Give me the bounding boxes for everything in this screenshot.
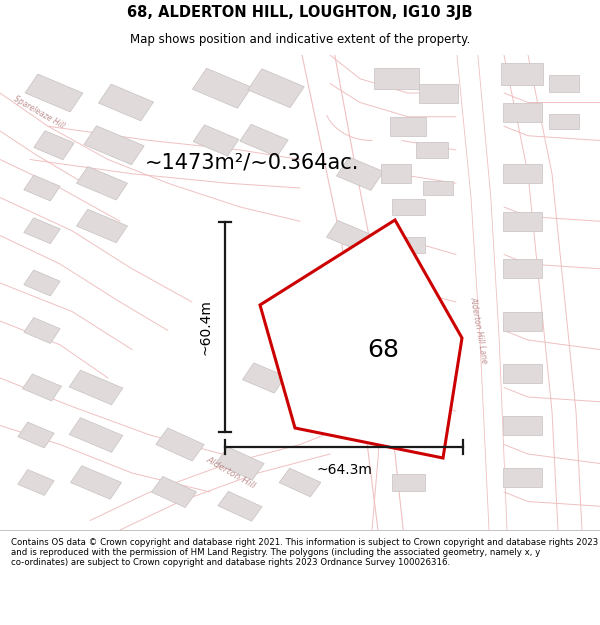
Polygon shape xyxy=(77,209,127,242)
Polygon shape xyxy=(392,199,425,215)
Text: ~60.4m: ~60.4m xyxy=(199,299,213,355)
Polygon shape xyxy=(24,175,60,201)
Polygon shape xyxy=(218,491,262,521)
Polygon shape xyxy=(84,126,144,165)
Text: Contains OS data © Crown copyright and database right 2021. This information is : Contains OS data © Crown copyright and d… xyxy=(11,538,598,568)
Polygon shape xyxy=(18,469,54,496)
Polygon shape xyxy=(381,164,411,183)
Polygon shape xyxy=(98,84,154,121)
Polygon shape xyxy=(240,124,288,157)
Polygon shape xyxy=(156,428,204,461)
Polygon shape xyxy=(392,332,425,348)
Polygon shape xyxy=(392,237,425,253)
Polygon shape xyxy=(392,284,425,301)
Polygon shape xyxy=(77,166,127,200)
Polygon shape xyxy=(392,427,425,443)
Polygon shape xyxy=(69,370,123,405)
Polygon shape xyxy=(503,212,542,231)
Polygon shape xyxy=(216,447,264,480)
Polygon shape xyxy=(34,131,74,160)
Polygon shape xyxy=(337,157,383,191)
Polygon shape xyxy=(503,311,542,331)
Polygon shape xyxy=(415,142,448,158)
Polygon shape xyxy=(260,220,462,458)
Polygon shape xyxy=(501,63,543,84)
Polygon shape xyxy=(423,181,453,195)
Polygon shape xyxy=(549,75,579,92)
Polygon shape xyxy=(503,364,542,382)
Polygon shape xyxy=(18,422,54,448)
Polygon shape xyxy=(419,84,458,102)
Polygon shape xyxy=(549,114,579,129)
Polygon shape xyxy=(503,259,542,278)
Polygon shape xyxy=(326,221,370,251)
Polygon shape xyxy=(24,270,60,296)
Polygon shape xyxy=(503,416,542,435)
Polygon shape xyxy=(71,466,121,499)
Polygon shape xyxy=(279,468,321,497)
Polygon shape xyxy=(242,363,286,393)
Text: Alderton Hill Lane: Alderton Hill Lane xyxy=(469,296,489,365)
Polygon shape xyxy=(193,68,251,108)
Polygon shape xyxy=(503,102,542,121)
Polygon shape xyxy=(503,164,542,183)
Polygon shape xyxy=(24,218,60,244)
Text: ~1473m²/~0.364ac.: ~1473m²/~0.364ac. xyxy=(145,153,359,173)
Text: 68: 68 xyxy=(367,338,399,362)
Text: 68, ALDERTON HILL, LOUGHTON, IG10 3JB: 68, ALDERTON HILL, LOUGHTON, IG10 3JB xyxy=(127,4,473,19)
Polygon shape xyxy=(390,117,426,136)
Polygon shape xyxy=(24,318,60,343)
Polygon shape xyxy=(69,418,123,452)
Polygon shape xyxy=(292,326,332,354)
Text: Alderton Hill: Alderton Hill xyxy=(205,455,257,491)
Polygon shape xyxy=(193,125,239,156)
Polygon shape xyxy=(25,74,83,112)
Polygon shape xyxy=(392,379,425,396)
Polygon shape xyxy=(392,474,425,491)
Polygon shape xyxy=(322,273,362,302)
Polygon shape xyxy=(23,374,61,401)
Polygon shape xyxy=(248,69,304,108)
Polygon shape xyxy=(151,476,197,508)
Text: Spareleaze Hill: Spareleaze Hill xyxy=(12,94,66,130)
Polygon shape xyxy=(374,68,419,89)
Text: Map shows position and indicative extent of the property.: Map shows position and indicative extent… xyxy=(130,33,470,46)
Text: Alderton Hill: Alderton Hill xyxy=(331,300,359,361)
Text: ~64.3m: ~64.3m xyxy=(316,462,372,477)
Polygon shape xyxy=(503,468,542,488)
